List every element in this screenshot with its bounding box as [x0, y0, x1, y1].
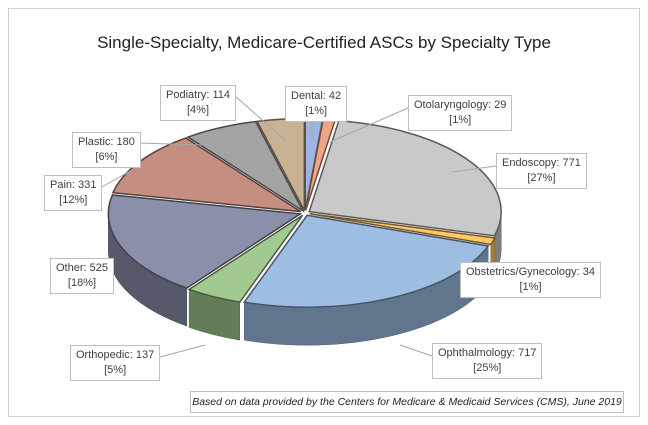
data-label-percent: [1%]	[519, 281, 542, 293]
data-label: Pain: 331 [12%]	[44, 175, 103, 211]
leader-line	[159, 344, 206, 358]
data-label-value: Otolaryngology: 29	[414, 99, 507, 111]
data-label-value: Orthopedic: 137	[76, 349, 155, 361]
leader-line	[234, 95, 286, 141]
data-label: Endoscopy: 771 [27%]	[496, 153, 587, 189]
data-label-value: Ophthalmology: 717	[438, 347, 537, 359]
data-label: Podiatry: 114 [4%]	[160, 85, 237, 121]
pie-slice-ophthalmology	[242, 214, 490, 308]
data-label-value: Obstetrics/Gynecology: 34	[466, 266, 596, 278]
data-label-percent: [27%]	[527, 172, 556, 184]
data-label-value: Dental: 42	[291, 90, 342, 102]
data-label-percent: [25%]	[473, 362, 502, 374]
data-label-percent: [12%]	[59, 194, 88, 206]
data-label-percent: [18%]	[67, 277, 97, 289]
data-label: Other: 525 [18%]	[50, 258, 114, 294]
data-label: Obstetrics/Gynecology: 34 [1%]	[460, 262, 602, 298]
data-label: Dental: 42 [1%]	[285, 86, 348, 122]
pie-slice-orthopedic	[187, 214, 304, 303]
data-label-percent: [1%]	[449, 114, 472, 126]
pie-slice-endoscopy	[308, 119, 502, 237]
data-label: Orthopedic: 137 [5%]	[70, 345, 161, 381]
pie-slice-plastic	[186, 120, 305, 213]
data-label-value: Pain: 331	[50, 179, 97, 191]
chart-title: Single-Specialty, Medicare-Certified ASC…	[97, 33, 551, 52]
data-label-value: Podiatry: 114	[166, 89, 231, 101]
pie-slice-other	[107, 194, 303, 289]
data-label-value: Endoscopy: 771	[502, 157, 581, 169]
leader-line	[99, 169, 133, 189]
data-label-value: Plastic: 180	[78, 136, 135, 148]
footnote: Based on data provided by the Centers fo…	[190, 391, 624, 413]
data-label-percent: [5%]	[104, 364, 127, 376]
leader-line	[399, 344, 433, 357]
data-label-percent: [4%]	[187, 104, 210, 116]
leader-line	[451, 165, 497, 173]
data-label: Plastic: 180 [6%]	[72, 132, 141, 168]
leader-line	[329, 107, 409, 143]
leader-line	[137, 142, 266, 148]
pie-slice-obstetrics-gynecology	[309, 213, 497, 246]
data-label: Ophthalmology: 717 [25%]	[432, 343, 543, 379]
data-label-value: Other: 525	[56, 262, 108, 274]
data-label-percent: [1%]	[305, 105, 328, 117]
data-label: Otolaryngology: 29 [1%]	[408, 95, 513, 131]
data-label-percent: [6%]	[95, 151, 118, 163]
